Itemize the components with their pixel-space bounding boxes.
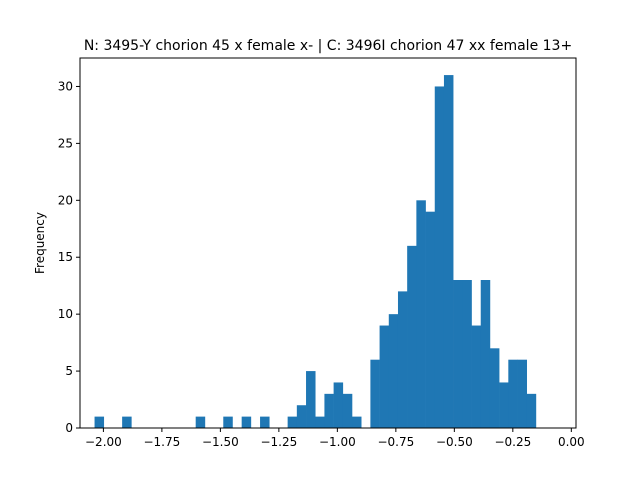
histogram-bar [407,245,417,428]
x-tick-label: −2.00 [85,435,122,449]
x-tick-label: −0.25 [494,435,531,449]
x-tick-label: −1.50 [202,435,239,449]
histogram-bar [471,325,482,428]
histogram-bar [526,393,537,428]
x-tick-label: −1.75 [143,435,180,449]
histogram-bar [453,280,463,428]
chart-title: N: 3495-Y chorion 45 x female x- | C: 34… [84,38,572,54]
histogram-bar [296,405,307,428]
histogram-bar [324,393,334,428]
histogram-bar [370,359,380,428]
y-tick-label: 0 [65,421,73,435]
y-axis-ticks: 0 5 10 15 20 25 30 [58,79,80,435]
histogram-bar [443,75,454,429]
histogram-bar [333,382,344,428]
histogram-bar [489,348,500,428]
histogram-bar [241,416,252,428]
y-tick-label: 15 [58,250,73,264]
histogram-bar [315,416,325,428]
histogram-bar [434,86,445,428]
histogram-bar [462,280,472,428]
y-tick-label: 5 [65,364,73,378]
histogram-bar [499,382,509,428]
histogram-bar [388,314,399,428]
y-tick-label: 20 [58,193,73,207]
histogram-bar [425,211,436,428]
histogram-bar [508,359,518,428]
histogram-bar [416,200,426,428]
histogram-bar [306,371,316,428]
x-tick-label: −0.75 [377,435,414,449]
histogram-bar [223,416,233,428]
x-tick-label: −0.50 [436,435,473,449]
histogram-bar [517,359,528,428]
histogram-bar [480,280,491,428]
histogram-bars [94,75,537,429]
plot-frame [79,57,577,429]
y-axis-label: Frequency [33,212,47,274]
histogram-bar [379,325,390,428]
histogram-bar [260,416,270,428]
x-axis-ticks: −2.00 −1.75 −1.50 −1.25 −1.00 −0.75 −0.50 −0.25… [85,428,585,449]
histogram-bar [397,291,408,428]
x-tick-label: 0.00 [558,435,585,449]
x-tick-label: −1.00 [319,435,356,449]
histogram-bar [94,416,105,428]
histogram-bar [287,416,298,428]
y-tick-label: 10 [58,307,73,321]
y-tick-label: 25 [58,136,73,150]
y-tick-label: 30 [58,79,73,93]
x-tick-label: −1.25 [260,435,297,449]
histogram-bar [352,416,362,428]
histogram-bar [122,416,132,428]
histogram-bar [195,416,206,428]
histogram-bar [342,393,353,428]
